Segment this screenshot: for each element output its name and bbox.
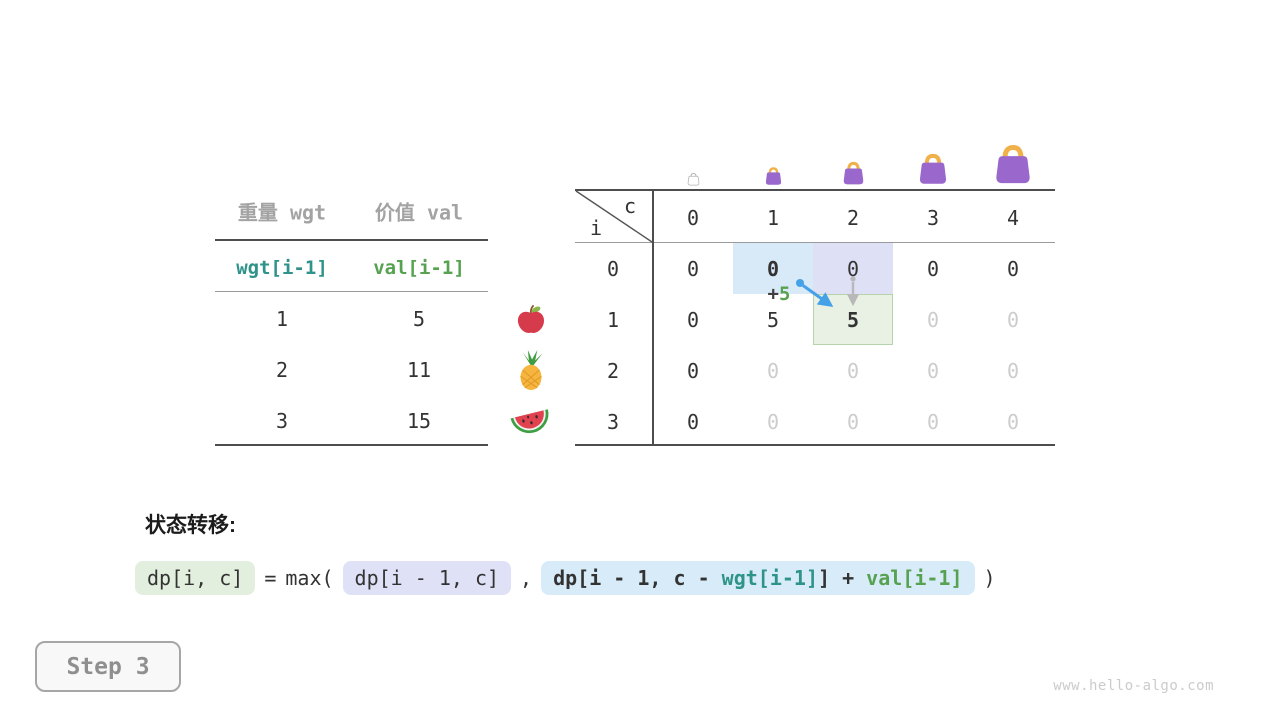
dp-cell: 0 xyxy=(846,257,860,281)
state-transition-formula: dp[i, c] = max( dp[i - 1, c] , dp[i - 1,… xyxy=(135,561,996,595)
dp-row-header: 2 xyxy=(606,359,620,383)
plus-operator: + xyxy=(767,283,779,305)
items-table-bottom-rule xyxy=(215,444,488,446)
dp-col-header: 0 xyxy=(686,206,700,230)
dp-cell: 0 xyxy=(686,308,700,332)
apple-icon xyxy=(514,302,548,336)
dp-corner-row-var: i xyxy=(589,216,603,240)
formula-close-paren: ) xyxy=(983,566,996,590)
item-value-cell: 15 xyxy=(406,409,432,433)
step-badge: Step 3 xyxy=(35,641,181,692)
dp-row-header: 0 xyxy=(606,257,620,281)
bag-icon-capacity-2 xyxy=(840,159,867,186)
dp-cell: 0 xyxy=(1006,410,1020,434)
dp-cell: 0 xyxy=(926,257,940,281)
dp-row-header: 3 xyxy=(606,410,620,434)
bag-icon-capacity-3 xyxy=(915,150,951,186)
items-index-val: val[i-1] xyxy=(373,257,465,279)
item-value-cell: 11 xyxy=(406,358,432,382)
dp-cell: 0 xyxy=(766,410,780,434)
items-col-header-weight: 重量 wgt xyxy=(237,200,327,225)
dp-table-top-rule xyxy=(575,189,1055,191)
formula-lhs-box: dp[i, c] xyxy=(135,561,256,595)
item-weight-cell: 2 xyxy=(275,358,289,382)
items-table-top-rule xyxy=(215,239,488,241)
dp-table-header-rule xyxy=(575,242,1055,243)
formula-comma: , xyxy=(520,566,533,590)
bag-icon-capacity-1 xyxy=(763,165,784,186)
watermelon-icon xyxy=(509,405,553,437)
dp-cell: 0 xyxy=(846,410,860,434)
items-table-mid-rule xyxy=(215,291,488,292)
dp-table-bottom-rule xyxy=(575,444,1055,446)
dp-col-header: 2 xyxy=(846,206,860,230)
dp-cell: 0 xyxy=(926,410,940,434)
items-col-header-value: 价值 val xyxy=(374,200,464,225)
dp-col-header: 3 xyxy=(926,206,940,230)
formula-arg2-mid: ] + xyxy=(818,566,867,590)
pineapple-icon xyxy=(513,349,549,391)
empty-bag-outline-icon xyxy=(686,171,701,186)
formula-max-open: max( xyxy=(285,566,334,590)
item-weight-cell: 1 xyxy=(275,307,289,331)
dp-row-header: 1 xyxy=(606,308,620,332)
dp-cell: 0 xyxy=(766,257,780,281)
dp-cell: 0 xyxy=(846,359,860,383)
dp-corner-col-var: c xyxy=(623,194,637,218)
watermark: www.hello-algo.com xyxy=(1053,678,1214,694)
corner-diagonal-line xyxy=(575,190,653,243)
item-value-cell: 5 xyxy=(412,307,426,331)
formula-arg2-val: val[i-1] xyxy=(866,566,963,590)
dp-cell: 0 xyxy=(1006,359,1020,383)
dp-cell: 5 xyxy=(846,308,860,332)
formula-arg2-prefix: dp[i - 1, c - xyxy=(553,566,722,590)
items-index-wgt: wgt[i-1] xyxy=(236,257,328,279)
formula-arg2-wgt: wgt[i-1] xyxy=(721,566,818,590)
dp-cell: 5 xyxy=(766,308,780,332)
dp-col-header: 4 xyxy=(1006,206,1020,230)
plus-value: 5 xyxy=(779,283,791,305)
item-weight-cell: 3 xyxy=(275,409,289,433)
dp-cell: 0 xyxy=(926,359,940,383)
formula-arg1-box: dp[i - 1, c] xyxy=(342,561,512,595)
dp-cell: 0 xyxy=(766,359,780,383)
bag-icon-capacity-4 xyxy=(990,140,1036,186)
dp-cell: 0 xyxy=(686,410,700,434)
dp-cell: 0 xyxy=(686,257,700,281)
dp-col-header: 1 xyxy=(766,206,780,230)
dp-cell: 0 xyxy=(1006,308,1020,332)
state-transition-heading: 状态转移: xyxy=(145,514,236,537)
formula-arg2-box: dp[i - 1, c - wgt[i-1]] + val[i-1] xyxy=(541,561,975,595)
formula-equals: = xyxy=(264,566,277,590)
dp-cell: 0 xyxy=(1006,257,1020,281)
dp-table-vertical-rule xyxy=(652,189,654,446)
dp-cell: 0 xyxy=(686,359,700,383)
transition-add-value-label: +5 xyxy=(768,283,791,305)
dp-cell: 0 xyxy=(926,308,940,332)
